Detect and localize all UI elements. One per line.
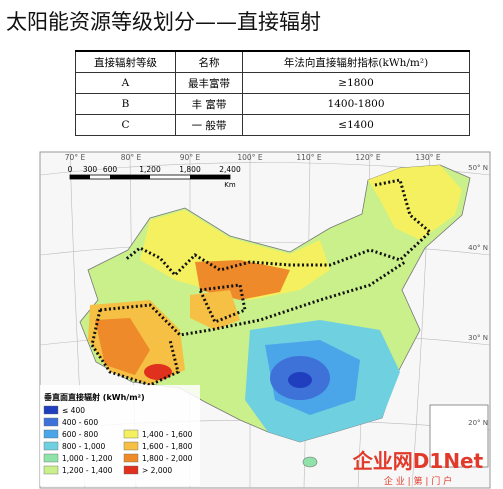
legend-label: 800 - 1,000 — [62, 442, 105, 451]
latitude-label: 50° N — [468, 164, 488, 172]
longitude-label: 120° E — [355, 153, 380, 162]
latitude-label: 40° N — [468, 244, 488, 252]
legend-label: 400 - 600 — [62, 418, 98, 427]
scale-unit: Km — [224, 181, 236, 189]
legend-label: 1,000 - 1,200 — [62, 454, 113, 463]
cell: 丰 富带 — [174, 93, 244, 115]
legend-swatch — [43, 417, 59, 427]
legend-box — [40, 385, 200, 486]
latitude-label: 30° N — [468, 334, 488, 342]
scale-bar-segment — [110, 175, 150, 179]
legend-swatch — [43, 405, 59, 415]
longitude-label: 80° E — [121, 153, 142, 162]
legend-swatch — [43, 465, 59, 475]
legend-swatch — [43, 453, 59, 463]
longitude-label: 70° E — [65, 153, 86, 162]
legend-swatch — [123, 465, 139, 475]
legend: 垂直面直接辐射 (kWh/m²) ≤ 400 400 - 600 600 - 800… — [40, 385, 200, 486]
latitude-label: 20° N — [468, 419, 488, 427]
longitude-label: 130° E — [415, 153, 440, 162]
longitude-label: 100° E — [237, 153, 262, 162]
legend-label: 1,800 - 2,000 — [142, 454, 193, 463]
scale-bar-segment — [190, 175, 230, 179]
cell: 1400-1800 — [242, 93, 470, 115]
scale-tick-label: 0 — [68, 165, 73, 174]
legend-swatch — [43, 429, 59, 439]
title: 太阳能资源等级划分——直接辐射 — [6, 10, 321, 34]
china-map — [79, 164, 489, 468]
scale-tick-label: 300 — [83, 165, 98, 174]
cell: ≤1400 — [242, 114, 470, 136]
legend-swatch — [123, 429, 139, 439]
legend-label: 1,400 - 1,600 — [142, 430, 193, 439]
legend-swatch — [123, 453, 139, 463]
longitude-label: 110° E — [296, 153, 321, 162]
legend-label: 1,200 - 1,400 — [62, 466, 113, 475]
cell: ≥1800 — [242, 72, 470, 94]
scale-bar-segment — [70, 175, 90, 179]
scale-tick-label: 2,400 — [219, 165, 241, 174]
longitude-label: 90° E — [180, 153, 201, 162]
legend-swatch — [43, 441, 59, 451]
cell: 一 般带 — [174, 114, 244, 136]
legend-title: 垂直面直接辐射 (kWh/m²) — [44, 392, 145, 402]
watermark-tagline: 企 业 | 第 | 门 户 — [384, 475, 452, 487]
legend-label: 600 - 800 — [62, 430, 98, 439]
watermark: 企业网D1Net 企 业 | 第 | 门 户 — [352, 449, 484, 487]
scale-tick-label: 600 — [103, 165, 118, 174]
scale-tick-label: 1,800 — [179, 165, 201, 174]
legend-swatch — [123, 441, 139, 451]
legend-label: ≤ 400 — [62, 406, 85, 415]
scale-tick-label: 1,200 — [139, 165, 161, 174]
watermark-brand: 企业网D1Net — [352, 449, 484, 473]
legend-label: > 2,000 — [142, 466, 172, 475]
legend-label: 1,600 - 1,800 — [142, 442, 193, 451]
